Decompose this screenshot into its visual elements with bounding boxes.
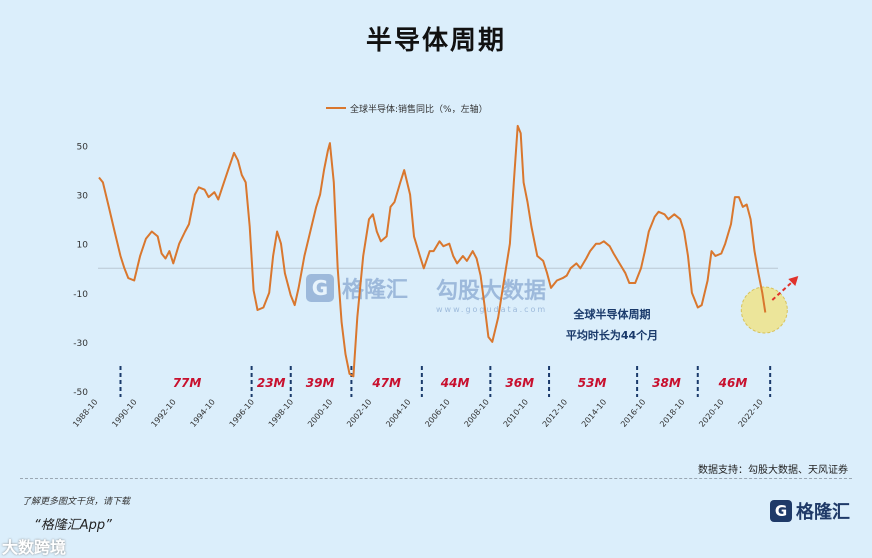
gelonghui-watermark-icon: G bbox=[306, 274, 334, 302]
gougu-watermark: 勾股大数据 www.gogudata.com bbox=[436, 273, 547, 314]
y-tick-label: -10 bbox=[73, 290, 88, 300]
bottom-watermark: 大数跨境 bbox=[2, 538, 67, 557]
gelonghui-logo: G 格隆汇 bbox=[770, 498, 850, 524]
cycle-duration-label: 36M bbox=[505, 376, 534, 390]
cycle-duration-label: 53M bbox=[578, 376, 607, 390]
y-tick-label: 50 bbox=[77, 143, 89, 153]
trend-arrow-head bbox=[788, 276, 799, 286]
x-tick-label: 2014-10 bbox=[580, 398, 608, 429]
gougu-watermark-text: 勾股大数据 bbox=[436, 279, 547, 304]
x-tick-label: 1988-10 bbox=[71, 398, 99, 429]
x-tick-label: 2000-10 bbox=[306, 398, 334, 429]
x-tick-label: 2018-10 bbox=[658, 398, 686, 429]
logo-text: 格隆汇 bbox=[796, 502, 850, 523]
series-line bbox=[98, 124, 767, 378]
logo-icon: G bbox=[770, 500, 792, 522]
gougu-watermark-url: www.gogudata.com bbox=[436, 305, 548, 314]
x-tick-label: 1994-10 bbox=[189, 398, 217, 429]
y-tick-label: 10 bbox=[77, 241, 89, 251]
cycle-duration-label: 23M bbox=[257, 376, 286, 390]
x-tick-label: 2010-10 bbox=[502, 398, 530, 429]
x-tick-label: 1998-10 bbox=[267, 398, 295, 429]
chart-title: 半导体周期 bbox=[365, 26, 506, 56]
annotation-line-1: 全球半导体周期 bbox=[573, 307, 651, 321]
trend-arrow bbox=[771, 279, 795, 301]
annotation-line-2: 平均时长为44个月 bbox=[566, 328, 658, 342]
gelonghui-watermark-text: 格隆汇 bbox=[342, 278, 409, 303]
download-prompt: 了解更多图文干货，请下载 bbox=[22, 497, 131, 507]
x-tick-label: 1992-10 bbox=[149, 398, 177, 429]
legend-label: 全球半导体:销售同比（%，左轴） bbox=[350, 103, 488, 115]
y-tick-label: 30 bbox=[77, 192, 89, 202]
x-tick-label: 2020-10 bbox=[697, 398, 725, 429]
x-tick-label: 1990-10 bbox=[110, 398, 138, 429]
x-tick-label: 2004-10 bbox=[384, 398, 412, 429]
y-tick-label: -30 bbox=[73, 339, 88, 349]
x-tick-label: 1996-10 bbox=[228, 398, 256, 429]
y-tick-label: -50 bbox=[73, 388, 88, 398]
cycle-duration-label: 77M bbox=[173, 376, 202, 390]
cycle-duration-label: 39M bbox=[306, 376, 335, 390]
x-tick-label: 2008-10 bbox=[463, 398, 491, 429]
footer-divider bbox=[20, 478, 852, 479]
cycle-duration-label: 38M bbox=[652, 376, 681, 390]
x-tick-label: 2016-10 bbox=[619, 398, 647, 429]
gelonghui-watermark: G 格隆汇 bbox=[306, 272, 408, 304]
cycle-duration-label: 44M bbox=[440, 376, 470, 390]
x-tick-label: 2002-10 bbox=[345, 398, 373, 429]
cycle-duration-label: 47M bbox=[371, 376, 401, 390]
cycle-duration-label: 46M bbox=[718, 376, 748, 390]
x-tick-label: 2012-10 bbox=[541, 398, 569, 429]
app-name: “格隆汇App” bbox=[34, 518, 112, 533]
x-tick-label: 2022-10 bbox=[736, 398, 764, 429]
data-source: 数据支持：勾股大数据、天风证券 bbox=[698, 465, 848, 476]
x-tick-label: 2006-10 bbox=[423, 398, 451, 429]
